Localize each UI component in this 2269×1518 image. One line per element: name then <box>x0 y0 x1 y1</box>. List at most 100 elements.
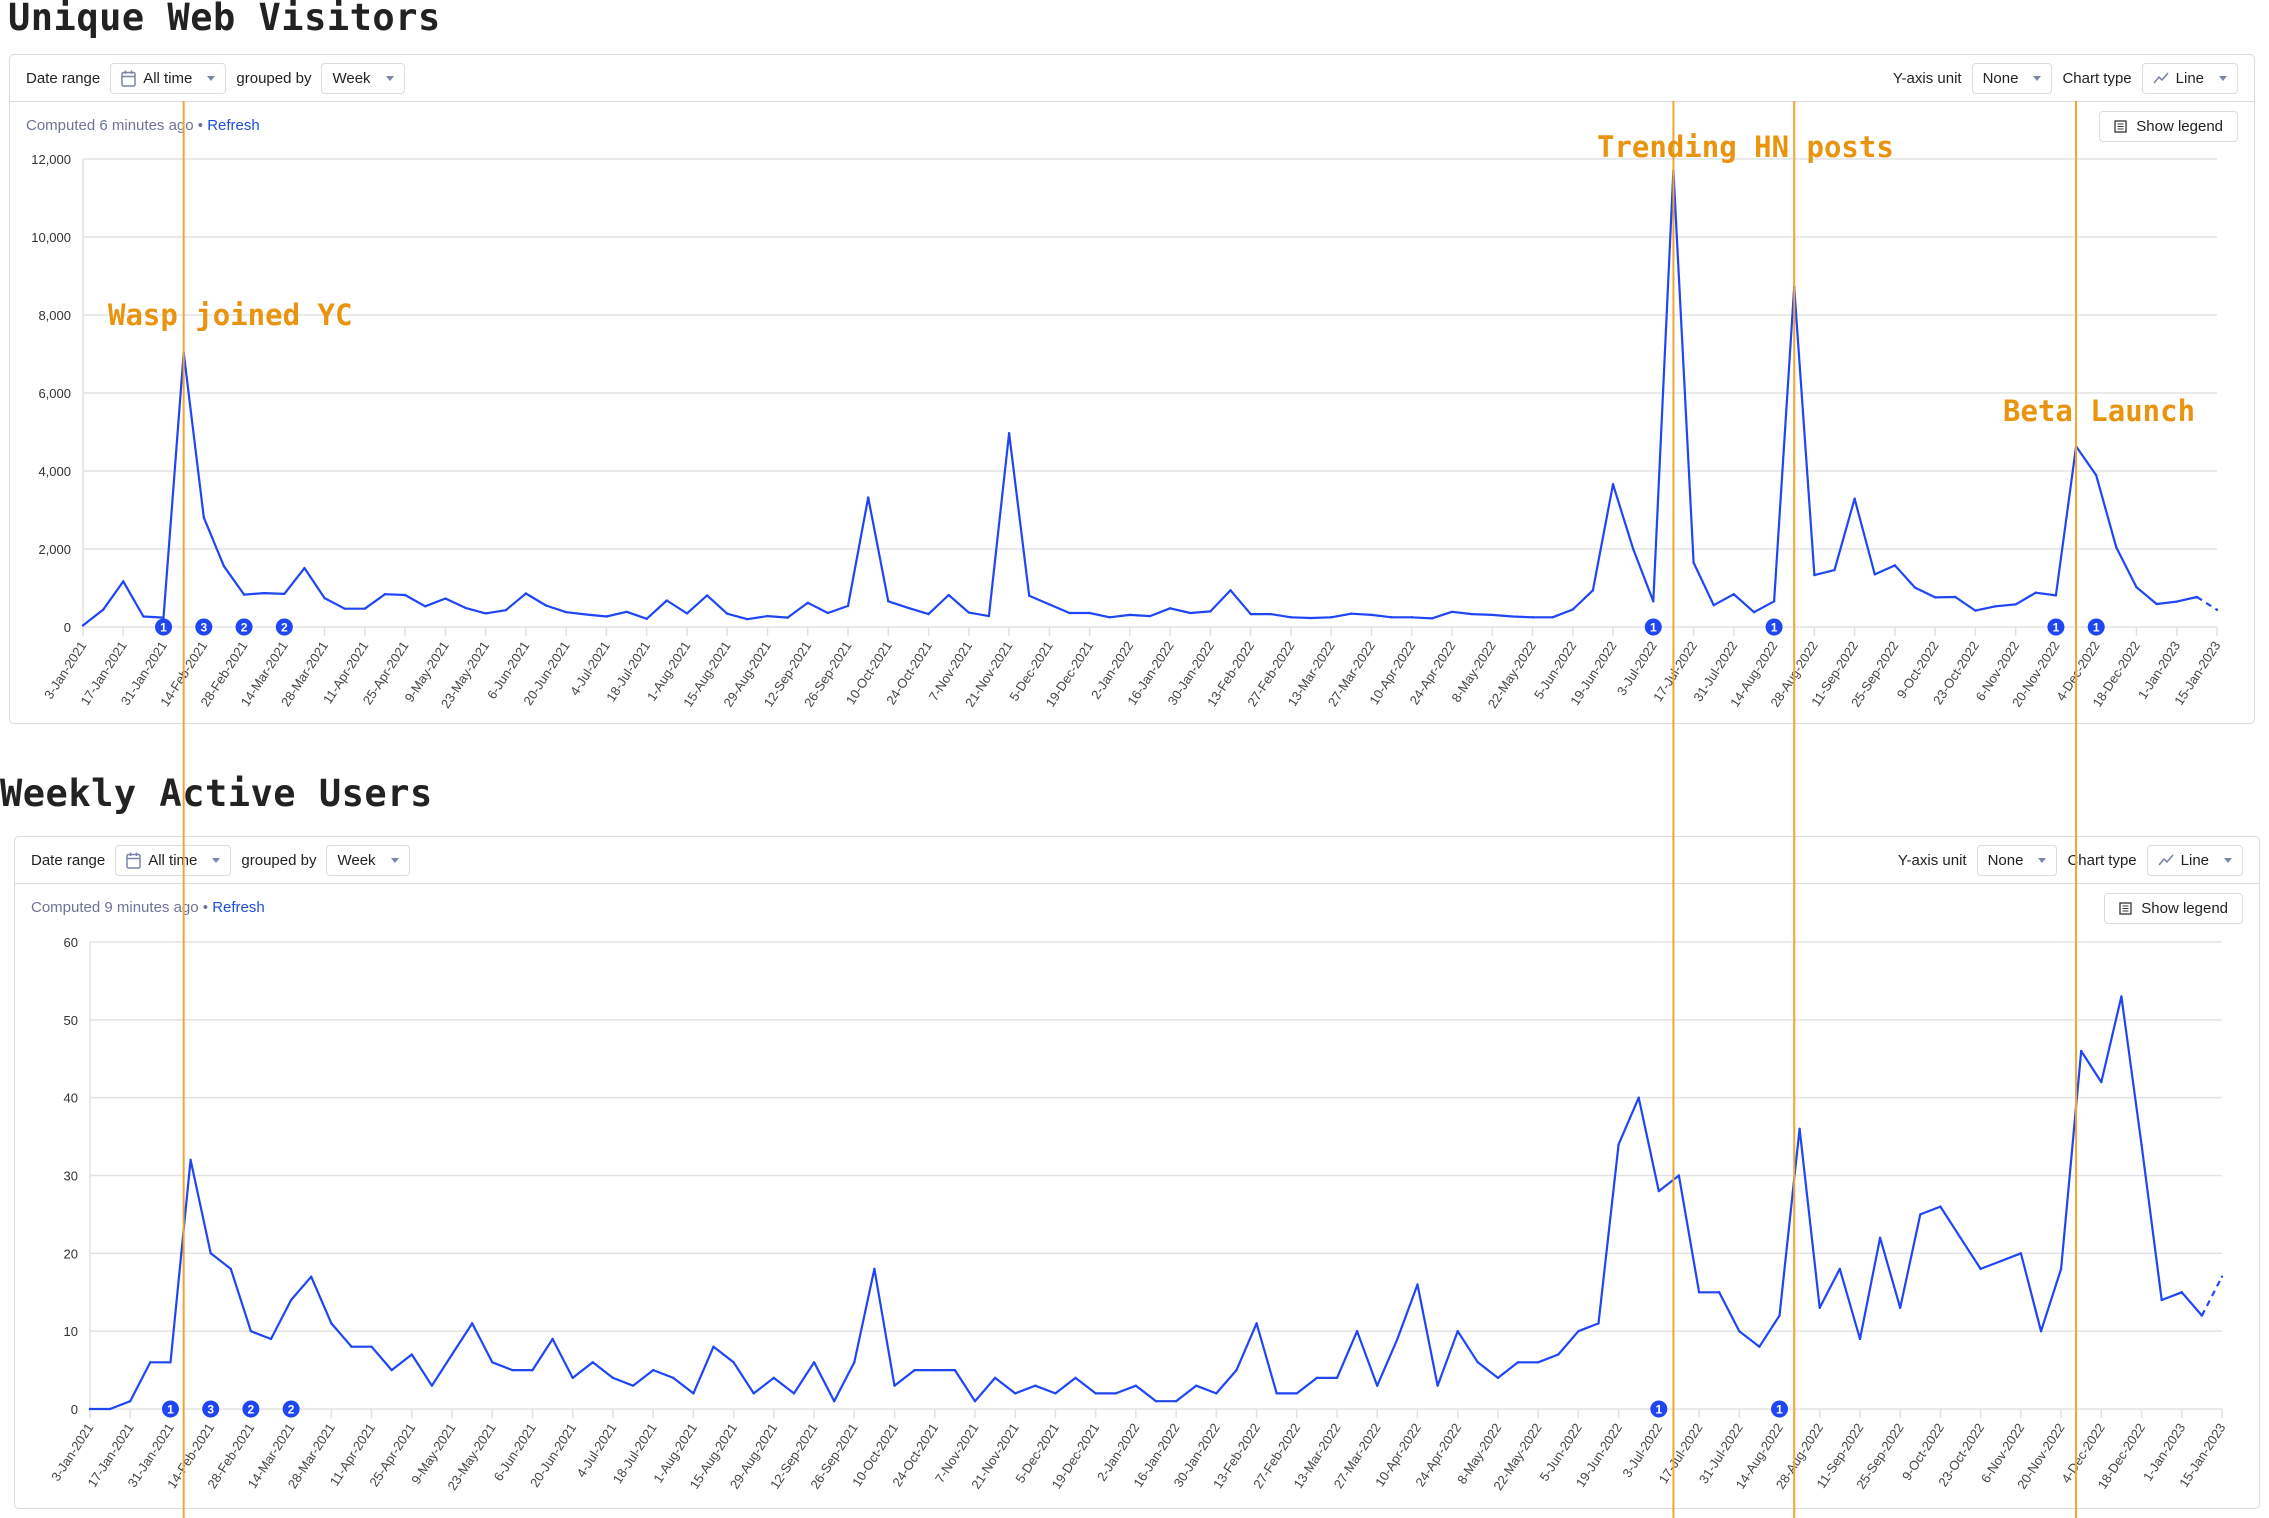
data-point[interactable] <box>531 1368 534 1372</box>
data-point[interactable] <box>2019 1252 2023 1255</box>
data-point[interactable] <box>1168 607 1172 610</box>
data-point[interactable] <box>484 612 487 615</box>
data-point[interactable] <box>2095 474 2098 477</box>
data-point[interactable] <box>544 604 548 607</box>
data-point[interactable] <box>330 1322 333 1325</box>
data-point[interactable] <box>129 1400 132 1403</box>
data-point[interactable] <box>672 1376 675 1380</box>
grouped-by-dropdown[interactable]: Week <box>326 844 410 876</box>
data-point[interactable] <box>1813 573 1816 577</box>
data-point[interactable] <box>1772 600 1776 603</box>
data-point[interactable] <box>108 1407 112 1411</box>
data-point[interactable] <box>1677 1174 1681 1177</box>
data-point[interactable] <box>289 1298 293 1302</box>
data-point[interactable] <box>209 1252 212 1255</box>
annotation-marker[interactable]: 1 <box>2047 618 2065 636</box>
data-point[interactable] <box>1652 600 1655 603</box>
annotation-marker[interactable]: 1 <box>161 1400 179 1418</box>
annotation-marker[interactable]: 1 <box>1771 1400 1789 1418</box>
data-point[interactable] <box>1491 613 1494 617</box>
data-point[interactable] <box>1396 1337 1399 1341</box>
data-point[interactable] <box>1476 1361 1480 1364</box>
data-point[interactable] <box>1154 1400 1158 1403</box>
data-point[interactable] <box>511 1368 514 1372</box>
data-point[interactable] <box>142 615 145 618</box>
data-point[interactable] <box>2039 1329 2043 1333</box>
data-point[interactable] <box>370 1345 373 1348</box>
chart-type-dropdown[interactable]: Line <box>2146 844 2243 876</box>
data-point[interactable] <box>1516 1361 1520 1364</box>
data-point[interactable] <box>1007 431 1011 435</box>
data-point[interactable] <box>585 613 588 616</box>
data-point[interactable] <box>2175 600 2178 603</box>
annotation-marker[interactable]: 1 <box>1765 618 1783 636</box>
data-point[interactable] <box>1732 593 1736 596</box>
annotation-marker[interactable]: 2 <box>282 1400 300 1418</box>
data-point[interactable] <box>1370 613 1373 617</box>
data-point[interactable] <box>1858 1337 1862 1341</box>
data-point[interactable] <box>383 593 387 596</box>
data-point[interactable] <box>1275 1392 1278 1395</box>
data-point[interactable] <box>81 624 85 627</box>
annotation-marker[interactable]: 2 <box>235 618 253 636</box>
data-point[interactable] <box>1878 1236 1882 1239</box>
data-point[interactable] <box>832 1400 836 1403</box>
data-point[interactable] <box>202 516 205 519</box>
data-point[interactable] <box>873 1267 876 1271</box>
data-point[interactable] <box>1094 1392 1097 1395</box>
data-point[interactable] <box>101 608 105 612</box>
data-point[interactable] <box>1591 589 1595 592</box>
data-point[interactable] <box>242 593 246 596</box>
data-point[interactable] <box>189 1158 192 1162</box>
data-point[interactable] <box>631 1384 635 1387</box>
y-axis-unit-dropdown[interactable]: None <box>1971 62 2053 94</box>
data-point[interactable] <box>424 605 427 608</box>
data-point[interactable] <box>1818 1306 1821 1310</box>
data-point[interactable] <box>2014 603 2017 606</box>
data-point[interactable] <box>1068 611 1071 615</box>
data-point[interactable] <box>2220 1275 2224 1278</box>
data-point[interactable] <box>491 1361 494 1364</box>
data-point[interactable] <box>571 1376 574 1380</box>
annotation-marker[interactable]: 1 <box>1650 1400 1668 1418</box>
data-point[interactable] <box>1557 1353 1560 1356</box>
data-point[interactable] <box>1289 616 1293 619</box>
data-point[interactable] <box>1611 483 1615 486</box>
data-point[interactable] <box>2080 1049 2083 1053</box>
data-point[interactable] <box>249 1329 253 1333</box>
data-point[interactable] <box>551 1337 554 1341</box>
data-point[interactable] <box>1617 1143 1620 1146</box>
data-point[interactable] <box>390 1368 393 1372</box>
data-point[interactable] <box>1999 1259 2002 1263</box>
data-point[interactable] <box>933 1368 936 1372</box>
data-point[interactable] <box>1295 1392 1298 1395</box>
data-point[interactable] <box>611 1376 615 1380</box>
data-point[interactable] <box>752 1392 755 1395</box>
data-point[interactable] <box>866 496 870 499</box>
data-point[interactable] <box>993 1376 997 1380</box>
annotation-marker[interactable]: 2 <box>275 618 293 636</box>
data-point[interactable] <box>1416 1283 1419 1286</box>
data-point[interactable] <box>450 1353 454 1356</box>
data-point[interactable] <box>846 604 850 608</box>
data-point[interactable] <box>1456 1329 1459 1333</box>
annotation-marker[interactable]: 3 <box>195 618 213 636</box>
data-point[interactable] <box>1631 547 1635 551</box>
annotation-marker[interactable]: 2 <box>242 1400 260 1418</box>
data-point[interactable] <box>705 594 709 597</box>
data-point[interactable] <box>229 1267 232 1271</box>
data-point[interactable] <box>303 566 306 570</box>
data-point[interactable] <box>1536 1361 1540 1364</box>
data-point[interactable] <box>1470 612 1474 616</box>
data-point[interactable] <box>1390 616 1393 619</box>
data-point[interactable] <box>1335 1376 1339 1380</box>
data-point[interactable] <box>1933 596 1937 599</box>
data-point[interactable] <box>651 1368 655 1372</box>
data-point[interactable] <box>1450 610 1454 613</box>
data-point[interactable] <box>772 1376 776 1380</box>
data-point[interactable] <box>2135 586 2138 589</box>
data-point[interactable] <box>2100 1080 2103 1084</box>
data-point[interactable] <box>2120 995 2123 998</box>
data-point[interactable] <box>1088 611 1091 615</box>
data-point[interactable] <box>1269 612 1272 616</box>
